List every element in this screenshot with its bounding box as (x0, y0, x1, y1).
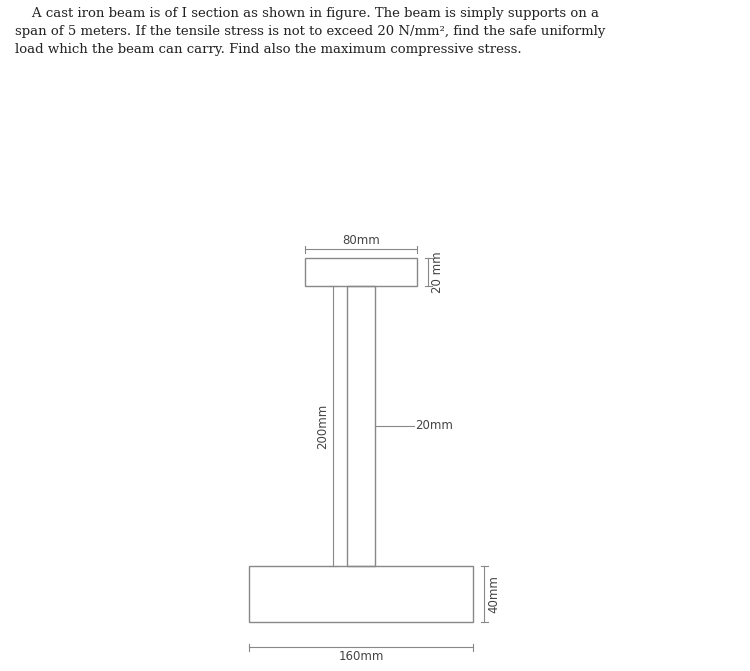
Text: 20 mm: 20 mm (431, 251, 444, 293)
Text: 160mm: 160mm (338, 650, 384, 663)
Bar (249, 566, 473, 622)
Text: 200mm: 200mm (316, 403, 328, 449)
Text: A cast iron beam is of I section as shown in figure. The beam is simply supports: A cast iron beam is of I section as show… (15, 7, 605, 56)
Text: 40mm: 40mm (487, 575, 500, 613)
Text: 80mm: 80mm (342, 234, 380, 247)
Text: 20mm: 20mm (416, 419, 454, 432)
Bar (347, 286, 375, 566)
Bar (305, 258, 417, 286)
